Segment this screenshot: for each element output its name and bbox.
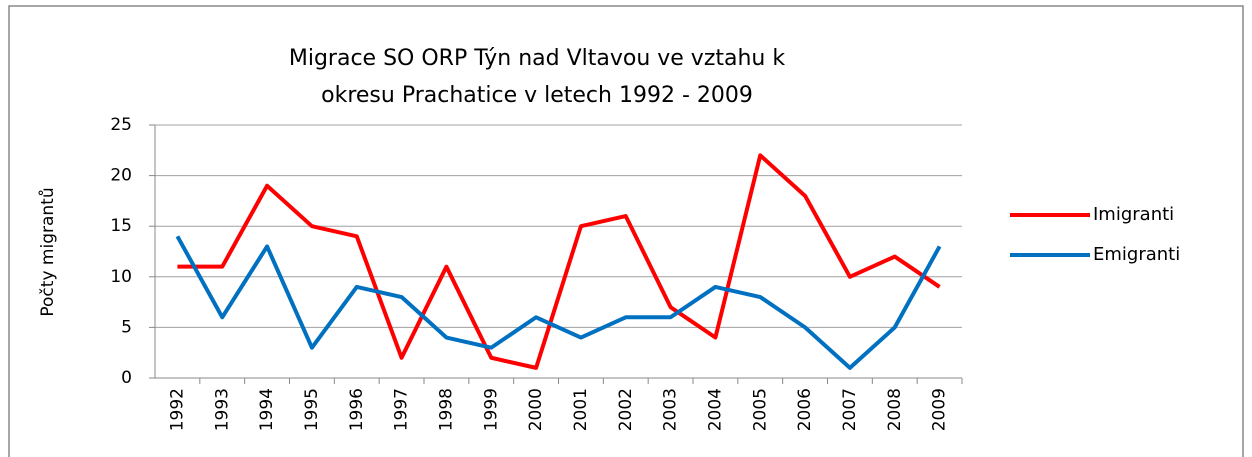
chart-title: Migrace SO ORP Týn nad Vltavou ve vztahu…	[289, 46, 785, 71]
x-tick-label: 1998	[436, 388, 456, 431]
x-tick-label: 2009	[930, 388, 950, 431]
x-tick-label: 1996	[347, 388, 367, 431]
x-tick-label: 2006	[795, 388, 815, 431]
x-tick-label: 1993	[212, 388, 232, 431]
y-tick-label: 15	[110, 216, 132, 236]
y-tick-label: 0	[121, 368, 132, 388]
legend-label: Imigranti	[1093, 204, 1174, 225]
x-tick-label: 2002	[616, 388, 636, 431]
y-tick-label: 5	[121, 317, 132, 337]
x-tick-label: 1994	[257, 388, 277, 431]
y-tick-label: 10	[110, 267, 132, 287]
series-line	[175, 235, 942, 370]
x-tick-label: 1999	[481, 388, 501, 431]
chart-title: okresu Prachatice v letech 1992 - 2009	[321, 83, 753, 108]
x-tick-label: 2001	[571, 388, 591, 431]
chart-frame	[8, 5, 1244, 457]
y-axis-label: Počty migrantů	[38, 187, 58, 316]
x-tick-label: 2005	[750, 388, 770, 431]
legend-label: Emigranti	[1093, 244, 1180, 265]
y-tick-label: 25	[110, 115, 132, 135]
x-tick-label: 2007	[840, 388, 860, 431]
x-tick-label: 2004	[705, 388, 725, 431]
series-line	[177, 153, 941, 370]
x-tick-label: 1995	[302, 388, 322, 431]
x-tick-label: 1992	[167, 388, 187, 431]
x-tick-label: 2000	[526, 388, 546, 431]
x-tick-label: 2003	[661, 388, 681, 431]
x-tick-label: 1997	[392, 388, 412, 431]
x-tick-label: 2008	[885, 388, 905, 431]
y-tick-label: 20	[110, 166, 132, 186]
